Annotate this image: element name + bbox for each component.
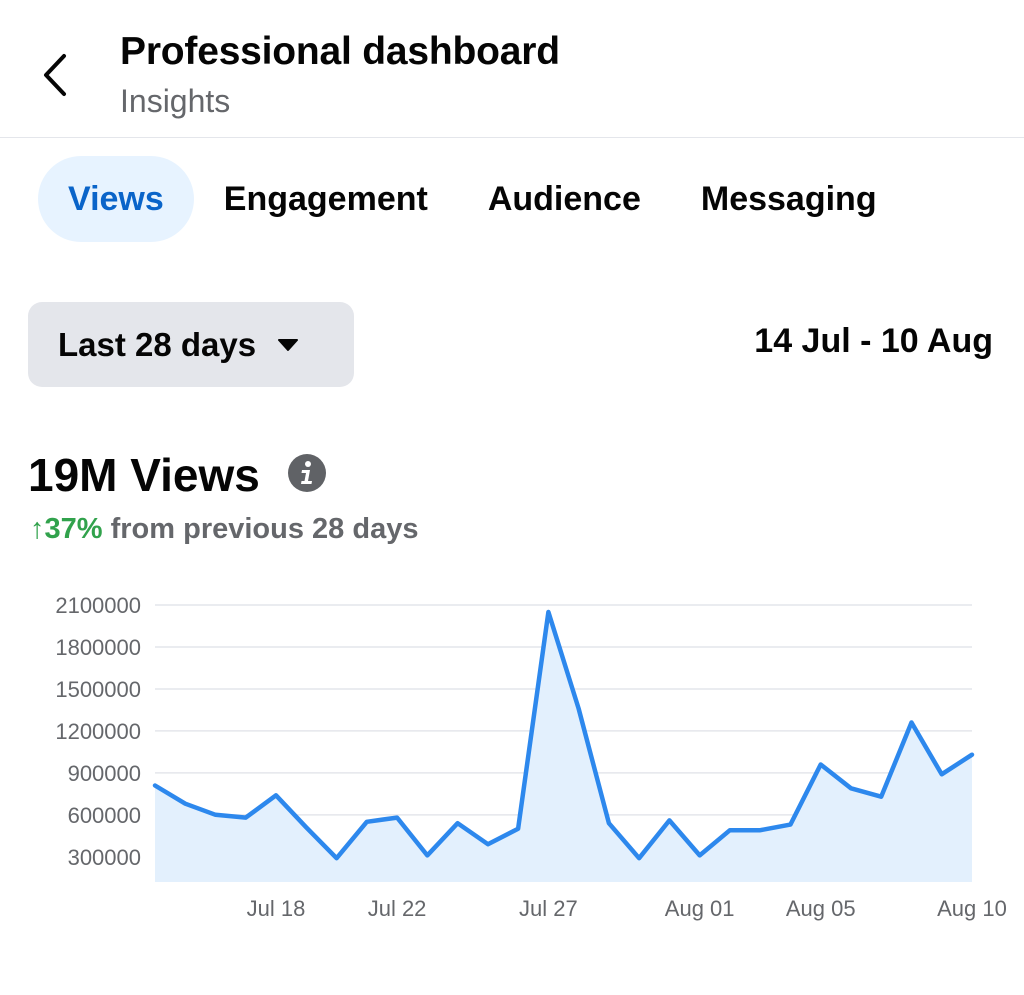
- x-tick-label: Jul 27: [519, 896, 578, 921]
- views-chart: 300000 600000 900000 1200000 1500000 1800000 2…: [55, 593, 1007, 921]
- views-area: [155, 612, 972, 882]
- views-change: ↑37% from previous 28 days: [30, 513, 418, 546]
- x-axis: Jul 18 Jul 22 Jul 27 Aug 01 Aug 05 Aug 10: [247, 896, 1007, 921]
- x-tick-label: Aug 05: [786, 896, 856, 921]
- chevron-left-icon: [44, 54, 66, 96]
- date-range-dropdown-label: Last 28 days: [58, 325, 257, 363]
- views-total: 19M Views: [28, 449, 260, 501]
- page-header: Professional dashboard Insights: [0, 0, 1024, 138]
- change-text: from previous 28 days: [110, 513, 419, 545]
- tab-messaging[interactable]: Messaging: [700, 180, 877, 218]
- page-title: Professional dashboard: [120, 30, 560, 73]
- x-tick-label: Jul 18: [247, 896, 306, 921]
- page-subtitle: Insights: [120, 83, 231, 119]
- change-percentage-value: 37%: [44, 513, 103, 545]
- x-tick-label: Jul 22: [368, 896, 427, 921]
- back-button[interactable]: [30, 45, 80, 105]
- y-tick-label: 1200000: [55, 719, 141, 744]
- y-tick-label: 600000: [68, 803, 141, 828]
- views-line: [152, 609, 975, 861]
- y-tick-label: 900000: [68, 761, 141, 786]
- tab-audience[interactable]: Audience: [487, 180, 641, 218]
- y-tick-label: 2100000: [55, 593, 141, 618]
- y-tick-label: 1500000: [55, 677, 141, 702]
- y-tick-label: 1800000: [55, 635, 141, 660]
- caret-down-icon: [278, 338, 299, 351]
- tab-views[interactable]: Views: [38, 156, 194, 242]
- tab-engagement[interactable]: Engagement: [223, 180, 428, 218]
- arrow-up-icon: ↑: [30, 513, 45, 545]
- info-icon[interactable]: [287, 453, 327, 493]
- y-tick-label: 300000: [68, 845, 141, 870]
- x-tick-label: Aug 01: [665, 896, 735, 921]
- y-axis: 300000 600000 900000 1200000 1500000 1800000 2…: [55, 593, 141, 870]
- change-percentage: ↑37%: [30, 513, 103, 545]
- x-tick-label: Aug 10: [937, 896, 1007, 921]
- date-range-text: 14 Jul - 10 Aug: [754, 322, 993, 360]
- date-range-dropdown[interactable]: Last 28 days: [28, 302, 354, 387]
- tab-bar: Views Engagement Audience Messaging: [38, 156, 907, 242]
